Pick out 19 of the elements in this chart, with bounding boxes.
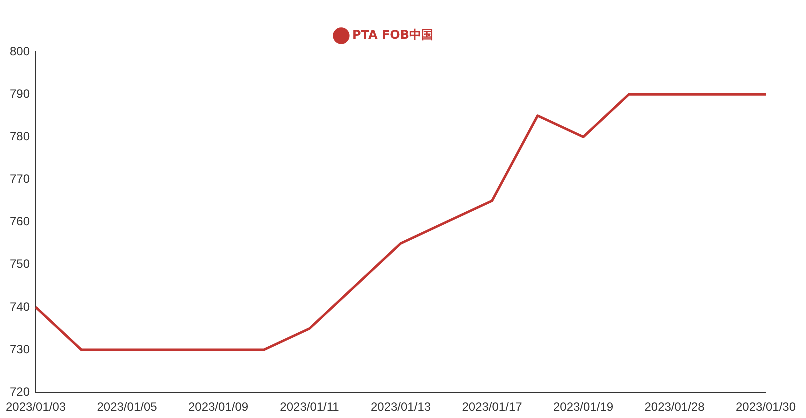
legend-label: PTA FOB中国 bbox=[352, 28, 434, 42]
y-tick-label: 790 bbox=[10, 86, 30, 101]
y-tick-label: 760 bbox=[10, 214, 30, 229]
x-tick-label: 2023/01/03 bbox=[6, 400, 66, 414]
y-tick-label: 780 bbox=[10, 129, 30, 144]
y-tick-label: 770 bbox=[10, 172, 30, 186]
x-tick-label: 2023/01/30 bbox=[736, 400, 796, 414]
x-tick-label: 2023/01/13 bbox=[370, 400, 432, 414]
x-tick-label: 2023/01/11 bbox=[280, 400, 340, 414]
y-tick-label: 740 bbox=[10, 300, 30, 314]
x-tick-label: 2023/01/28 bbox=[644, 400, 706, 414]
y-tick-label: 750 bbox=[10, 257, 30, 272]
x-tick-label: 2023/01/09 bbox=[188, 400, 249, 414]
x-tick-label: 2023/01/05 bbox=[97, 400, 158, 414]
x-tick-label: 2023/01/19 bbox=[553, 400, 614, 414]
y-tick-label: 730 bbox=[10, 342, 30, 356]
x-tick-label: 2023/01/17 bbox=[462, 400, 523, 414]
y-tick-label: 800 bbox=[10, 44, 30, 58]
y-tick-label: 720 bbox=[10, 384, 30, 399]
